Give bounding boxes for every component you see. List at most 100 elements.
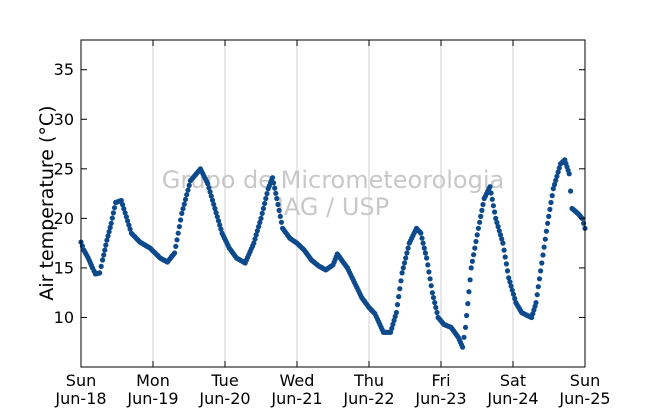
data-point <box>174 237 180 243</box>
data-point <box>418 230 424 236</box>
y-axis-ticks: 10 15 20 25 30 35 <box>54 60 585 327</box>
watermark-line-1: Grupo de Micrometeorologia <box>162 166 504 194</box>
data-point <box>503 261 509 267</box>
data-point <box>504 268 511 274</box>
data-point <box>214 214 220 220</box>
data-point <box>179 210 185 216</box>
data-point <box>429 290 435 296</box>
data-point <box>206 185 212 191</box>
data-point <box>461 334 467 340</box>
data-point <box>533 300 539 306</box>
data-point <box>539 260 545 266</box>
data-point <box>272 185 278 191</box>
data-point <box>493 215 499 221</box>
data-point <box>401 260 408 266</box>
data-point <box>274 195 280 202</box>
data-point <box>509 287 515 293</box>
watermark-line-2: IAG / USP <box>277 193 389 221</box>
x-tick-label-day: Sat <box>500 371 526 390</box>
data-point <box>468 265 474 271</box>
data-point <box>506 275 512 281</box>
data-point <box>127 226 133 232</box>
x-tick-label-day: Tue <box>210 371 238 390</box>
data-point <box>110 210 116 216</box>
data-point <box>182 196 189 202</box>
data-point <box>264 191 270 197</box>
data-point <box>568 188 574 194</box>
grid-lines <box>152 40 514 367</box>
x-tick-label-day: Mon <box>136 371 170 390</box>
data-point <box>466 289 472 295</box>
data-point <box>251 240 257 246</box>
data-point <box>460 344 466 350</box>
data-point <box>424 255 430 261</box>
data-point <box>478 213 484 219</box>
data-point <box>100 257 106 263</box>
data-point <box>546 213 552 219</box>
data-point <box>479 207 485 213</box>
data-point <box>122 210 128 216</box>
watermark: Grupo de Micrometeorologia IAG / USP <box>162 166 504 221</box>
data-point <box>120 202 126 208</box>
data-point <box>398 278 404 284</box>
data-point <box>474 232 480 238</box>
x-tick-label-date: Jun-20 <box>198 389 250 408</box>
data-point <box>207 189 213 195</box>
data-point <box>489 196 495 202</box>
data-point <box>97 270 103 276</box>
data-point <box>396 294 402 300</box>
data-point <box>540 252 546 258</box>
data-point <box>399 270 405 276</box>
data-point <box>126 222 132 228</box>
data-point <box>405 245 411 251</box>
data-point <box>106 229 112 235</box>
x-tick-label-date: Jun-23 <box>414 389 466 408</box>
data-point <box>549 193 555 199</box>
data-point <box>534 292 540 298</box>
data-point <box>185 187 191 193</box>
data-point <box>508 283 514 289</box>
data-point <box>269 175 276 181</box>
x-tick-label-date: Jun-25 <box>558 389 610 408</box>
data-point <box>480 201 486 208</box>
data-point <box>497 232 504 238</box>
x-tick-label-day: Fri <box>431 371 450 390</box>
data-point <box>213 210 219 216</box>
data-point <box>543 228 550 234</box>
data-point <box>215 218 222 224</box>
x-tick-label-day: Thu <box>353 371 384 390</box>
x-tick-label-date: Jun-18 <box>54 389 106 408</box>
data-point <box>178 217 184 223</box>
data-point <box>181 201 187 207</box>
data-point <box>501 247 507 253</box>
data-point <box>404 250 410 256</box>
y-tick-label: 10 <box>54 308 74 327</box>
data-point <box>263 195 269 202</box>
data-point <box>205 181 211 187</box>
data-point <box>102 247 108 253</box>
data-point <box>428 283 434 289</box>
data-point <box>394 302 401 308</box>
data-point <box>422 250 428 256</box>
data-point <box>432 300 438 306</box>
data-point <box>507 279 513 285</box>
data-point <box>553 177 559 183</box>
data-point <box>495 224 501 230</box>
data-point <box>218 226 224 232</box>
data-point <box>105 233 111 239</box>
data-point <box>388 329 394 335</box>
data-point <box>103 242 109 248</box>
data-point <box>475 225 481 231</box>
data-point <box>212 205 218 212</box>
y-tick-label: 25 <box>54 159 74 178</box>
data-point <box>541 244 547 250</box>
data-point <box>566 171 572 177</box>
data-point <box>390 321 396 327</box>
data-point <box>427 276 433 282</box>
data-point <box>473 238 479 245</box>
data-point <box>492 209 498 215</box>
data-point <box>499 236 505 242</box>
x-tick-label-date: Jun-21 <box>270 389 322 408</box>
data-point <box>104 237 110 243</box>
data-point <box>98 263 104 269</box>
